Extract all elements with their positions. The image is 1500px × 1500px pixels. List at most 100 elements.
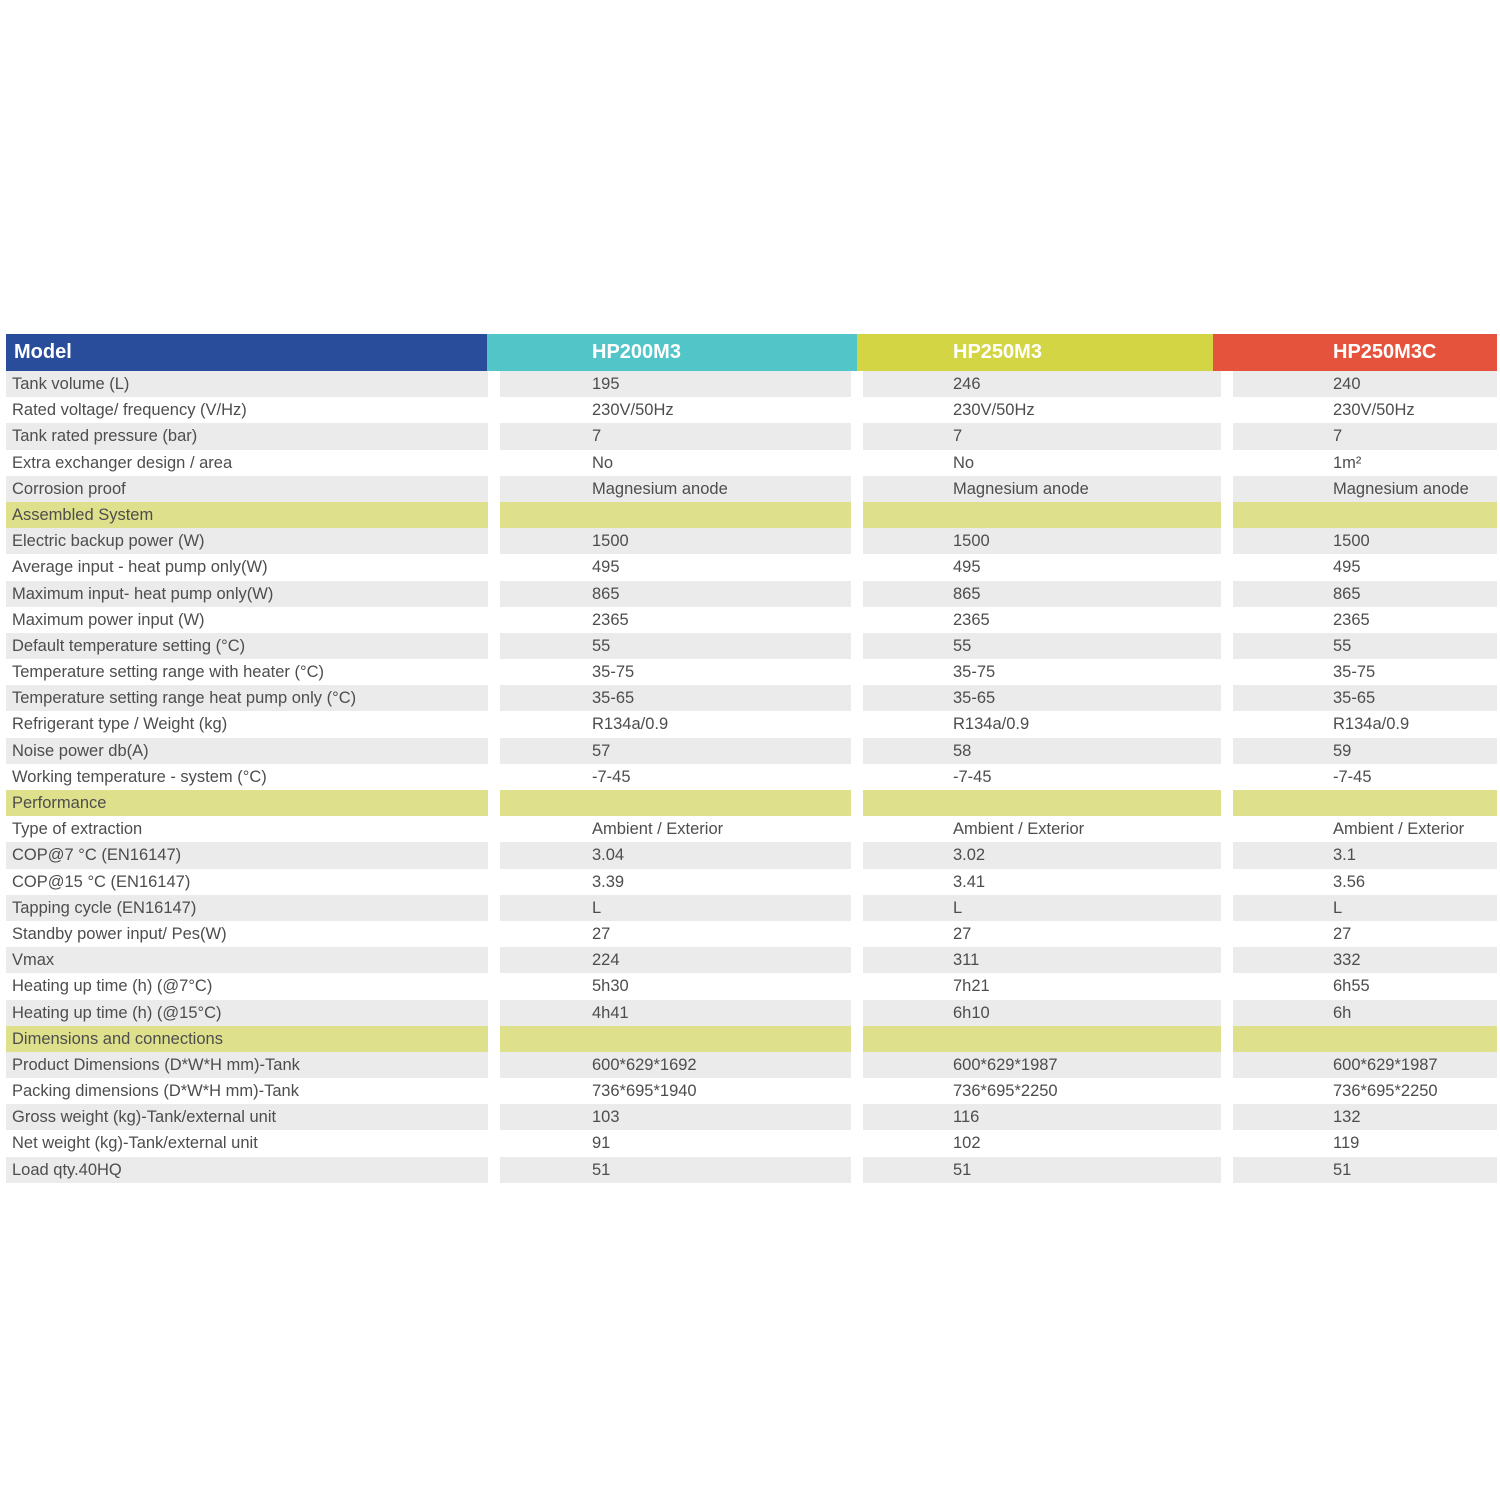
row-label: Extra exchanger design / area (6, 449, 488, 476)
cell-gap (1221, 973, 1233, 1000)
row-value: -7-45 (1233, 763, 1497, 790)
cell-gap (488, 685, 500, 712)
cell-gap (488, 737, 500, 764)
row-value (500, 501, 851, 529)
cell-gap (1221, 659, 1233, 686)
cell-gap (488, 659, 500, 686)
row-value: 3.39 (500, 868, 851, 895)
cell-gap (1221, 894, 1233, 921)
cell-gap (1221, 999, 1233, 1026)
row-label: Average input - heat pump only(W) (6, 554, 488, 581)
row-value: 736*695*2250 (863, 1078, 1221, 1105)
table-row: Standby power input/ Pes(W) 27 27 27 (6, 920, 1497, 948)
row-label: Tank volume (L) (6, 371, 488, 398)
row-value: Magnesium anode (863, 475, 1221, 502)
row-label: Corrosion proof (6, 475, 488, 502)
row-value: Magnesium anode (1233, 475, 1497, 502)
row-label: Vmax (6, 947, 488, 974)
cell-gap (1221, 580, 1233, 607)
table-row: Corrosion proof Magnesium anode Magnesium … (6, 475, 1497, 502)
cell-gap (1221, 842, 1233, 869)
row-label: Gross weight (kg)-Tank/external unit (6, 1104, 488, 1131)
row-value: 240 (1233, 371, 1497, 398)
row-value: Ambient / Exterior (1233, 816, 1497, 843)
cell-gap (1221, 606, 1233, 633)
row-value: 132 (1233, 1104, 1497, 1131)
row-value: 57 (500, 737, 851, 764)
row-value: 27 (863, 920, 1221, 948)
row-value: 116 (863, 1104, 1221, 1131)
row-label: Net weight (kg)-Tank/external unit (6, 1130, 488, 1157)
row-label: Default temperature setting (°C) (6, 632, 488, 660)
row-label: Refrigerant type / Weight (kg) (6, 711, 488, 738)
table-row: Temperature setting range heat pump only… (6, 685, 1497, 712)
cell-gap (1221, 868, 1233, 895)
row-value: 3.02 (863, 842, 1221, 869)
row-label: Maximum power input (W) (6, 606, 488, 633)
model-header-cell: Model (6, 334, 487, 371)
row-value: R134a/0.9 (863, 711, 1221, 738)
cell-gap (851, 632, 863, 660)
cell-gap (1221, 763, 1233, 790)
cell-gap (851, 973, 863, 1000)
cell-gap (851, 449, 863, 476)
cell-gap (488, 554, 500, 581)
cell-gap (488, 397, 500, 424)
row-label: Temperature setting range heat pump only… (6, 685, 488, 712)
cell-gap (1221, 528, 1233, 555)
cell-gap (1221, 1104, 1233, 1131)
row-value: 59 (1233, 737, 1497, 764)
cell-gap (851, 685, 863, 712)
table-row: Load qty.40HQ 51 51 51 (6, 1156, 1497, 1183)
cell-gap (1221, 737, 1233, 764)
table-row: Rated voltage/ frequency (V/Hz) 230V/50Hz… (6, 397, 1497, 424)
row-value: 246 (863, 371, 1221, 398)
cell-gap (1221, 816, 1233, 843)
cell-gap (1221, 711, 1233, 738)
cell-gap (851, 1104, 863, 1131)
row-value: 230V/50Hz (863, 397, 1221, 424)
table-row: Default temperature setting (°C) 55 55 55 (6, 632, 1497, 660)
table-row: Type of extraction Ambient / Exterior Ambi… (6, 816, 1497, 843)
col-header-hp250m3c-label: HP250M3C (1333, 341, 1437, 363)
row-label: Electric backup power (W) (6, 528, 488, 555)
row-value: 1500 (863, 528, 1221, 555)
row-label: Packing dimensions (D*W*H mm)-Tank (6, 1078, 488, 1105)
row-value: 3.41 (863, 868, 1221, 895)
row-value: L (1233, 894, 1497, 921)
row-value: 2365 (500, 606, 851, 633)
row-value: 2365 (863, 606, 1221, 633)
cell-gap (851, 999, 863, 1026)
row-value: 4h41 (500, 999, 851, 1026)
col-header-hp250m3: HP250M3 (857, 334, 1213, 371)
row-value: 865 (863, 580, 1221, 607)
row-label: Tank rated pressure (bar) (6, 423, 488, 450)
row-value: No (500, 449, 851, 476)
cell-gap (488, 606, 500, 633)
row-value: 3.04 (500, 842, 851, 869)
cell-gap (1221, 1156, 1233, 1183)
cell-gap (488, 1156, 500, 1183)
table-row: Product Dimensions (D*W*H mm)-Tank 600*62… (6, 1051, 1497, 1079)
row-value: 58 (863, 737, 1221, 764)
cell-gap (488, 711, 500, 738)
cell-gap (488, 999, 500, 1026)
row-value: 600*629*1987 (863, 1051, 1221, 1079)
cell-gap (1221, 449, 1233, 476)
section-label: Dimensions and connections (6, 1025, 488, 1052)
row-value (500, 1025, 851, 1052)
section-row: Assembled System (6, 501, 1497, 529)
table-row: Noise power db(A) 57 58 59 (6, 737, 1497, 764)
cell-gap (488, 449, 500, 476)
table-row: Gross weight (kg)-Tank/external unit 103 1… (6, 1104, 1497, 1131)
row-value: 1500 (1233, 528, 1497, 555)
table-row: Average input - heat pump only(W) 495 495 4… (6, 554, 1497, 581)
section-row: Dimensions and connections (6, 1025, 1497, 1052)
row-label: COP@15 °C (EN16147) (6, 868, 488, 895)
cell-gap (851, 737, 863, 764)
cell-gap (851, 1025, 863, 1052)
row-value: 35-75 (500, 659, 851, 686)
row-value: 91 (500, 1130, 851, 1157)
cell-gap (488, 1104, 500, 1131)
table-row: Tapping cycle (EN16147) L L L (6, 894, 1497, 921)
